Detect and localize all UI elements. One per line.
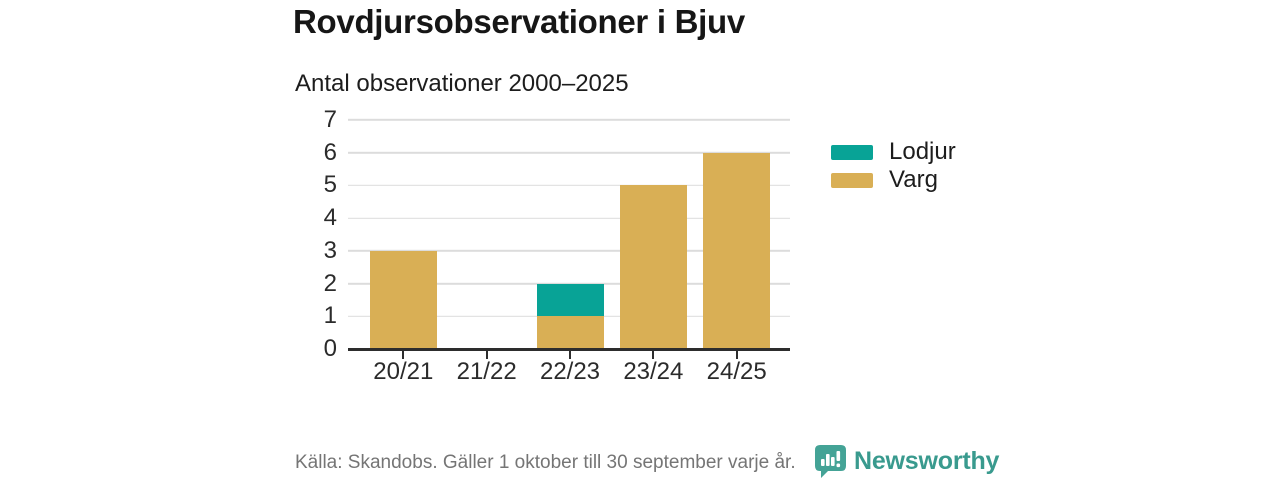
gridline [348,282,790,285]
gridline [348,250,790,252]
gridline [348,184,790,187]
y-tick-label: 5 [323,171,337,199]
gridline [348,217,790,219]
bar-segment-varg-20-21 [369,250,437,349]
x-tick-mark [485,350,488,359]
chart-subtitle: Antal observationer 2000–2025 [295,70,629,97]
y-tick-label: 7 [323,106,337,133]
legend-label: Varg [889,166,938,193]
x-axis-line [348,347,790,351]
newsworthy-speech-bubble-icon [815,445,846,478]
legend-item-varg: Varg [831,166,956,194]
plot-area: 0 1 2 3 4 5 6 7 20/21 21/22 22/23 23/24 24/25 [324,108,790,384]
x-tick-label: 22/23 [539,358,601,385]
gridline [348,151,790,154]
legend-item-lodjur: Lodjur [831,138,956,166]
y-tick-label: 0 [323,335,337,362]
legend-label: Lodjur [889,138,956,165]
x-tick-label: 21/22 [456,358,517,385]
x-tick-mark [402,350,405,359]
gridline [348,119,790,121]
source-note: Källa: Skandobs. Gäller 1 oktober till 3… [295,452,796,473]
chart-title: Rovdjursobservationer i Bjuv [293,3,745,40]
bar-segment-lodjur-22-23 [536,283,604,317]
legend-swatch-lodjur [831,144,873,160]
legend-swatch-varg [831,172,873,188]
bar-segment-varg-22-23 [536,316,604,349]
legend: Lodjur Varg [831,138,956,194]
y-tick-label: 1 [323,302,337,330]
y-tick-label: 3 [323,236,337,264]
x-tick-mark [735,350,738,359]
bar-segment-varg-23-24 [619,185,687,349]
x-tick-mark [652,350,655,359]
y-tick-label: 2 [323,269,337,297]
x-tick-label: 24/25 [706,358,767,385]
x-tick-mark [569,350,571,359]
bar-segment-varg-24-25 [703,152,771,349]
x-tick-label: 23/24 [623,358,684,385]
y-tick-label: 6 [323,138,337,166]
brand-logo: Newsworthy [815,445,999,478]
y-tick-label: 4 [323,204,337,232]
x-tick-label: 20/21 [373,358,434,385]
brand-name: Newsworthy [854,447,1000,475]
